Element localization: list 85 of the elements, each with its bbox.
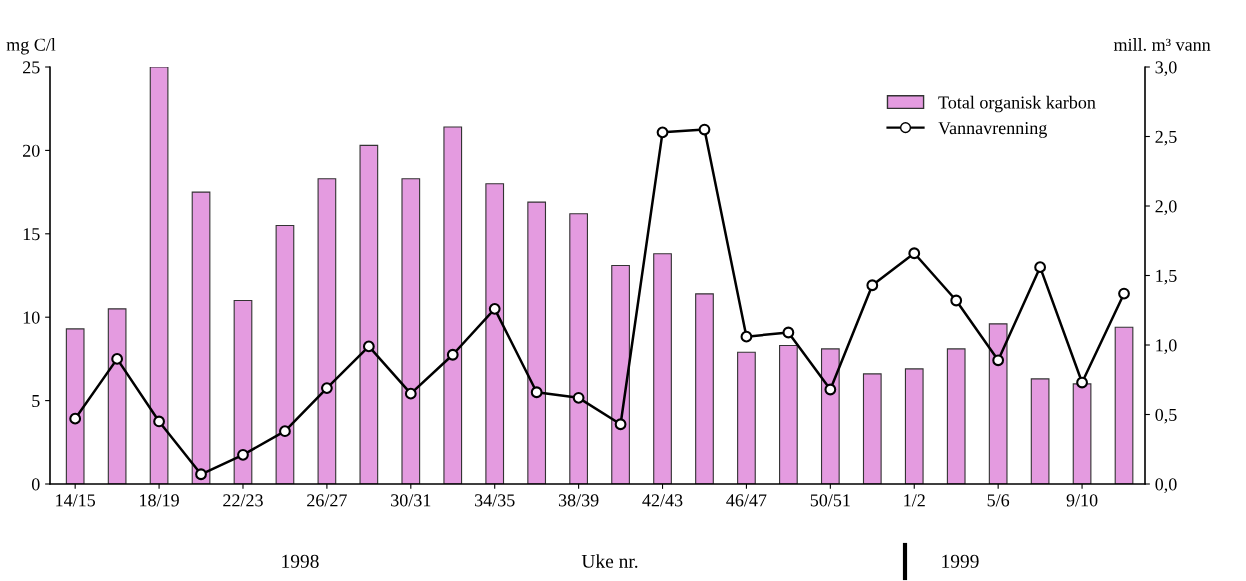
- y2-tick-label: 1,5: [1156, 269, 1177, 285]
- bar: [317, 178, 337, 484]
- y-tick-label: 15: [23, 228, 40, 241]
- text: 1999: [942, 554, 979, 568]
- point: [782, 326, 795, 339]
- y-tick-label: 20: [23, 144, 40, 157]
- bar: [1114, 326, 1134, 484]
- point: [69, 412, 82, 425]
- y-tick-label: 5: [32, 395, 40, 408]
- point: [1076, 376, 1088, 389]
- y2-tick-label: 3,0: [1155, 61, 1177, 77]
- bar: [1072, 383, 1092, 484]
- point: [111, 353, 124, 365]
- point: [992, 354, 1005, 367]
- x-tick-label: 14/15: [56, 494, 96, 507]
- bar: [904, 368, 924, 484]
- point: [824, 383, 837, 396]
- point: [950, 294, 963, 307]
- y2-tick-label: 1,0: [1156, 339, 1177, 355]
- y-axis-title: mg C/l: [6, 38, 56, 55]
- y2-axis-title: mill. m³ vann: [1113, 38, 1211, 51]
- bar: [233, 299, 253, 484]
- legend-label: Vannavrenning: [938, 122, 1047, 138]
- y2-tick-label: 0,5: [1155, 408, 1177, 424]
- y-tick-label: 10: [23, 311, 40, 324]
- bar: [443, 126, 463, 484]
- bar: [527, 201, 547, 484]
- bar: [275, 224, 295, 484]
- x-tick-label: 9/10: [1066, 494, 1098, 507]
- point: [446, 348, 459, 361]
- bar: [862, 373, 882, 484]
- bar: [191, 191, 211, 484]
- point: [572, 391, 585, 404]
- x-tick-label: 46/47: [726, 494, 767, 507]
- point: [279, 425, 291, 438]
- point: [908, 247, 921, 260]
- x-tick-label: 1/2: [904, 494, 925, 507]
- point: [404, 387, 417, 400]
- point: [866, 279, 879, 292]
- x-axis-title: Uke nr.: [581, 554, 638, 568]
- point: [1034, 261, 1047, 274]
- text: 1998: [282, 554, 319, 568]
- bar: [359, 144, 379, 484]
- bar: [653, 253, 672, 484]
- y2-tick-label: 0,0: [1155, 478, 1177, 494]
- x-tick-label: 38/39: [558, 494, 599, 507]
- x-tick-label: 42/43: [642, 494, 683, 507]
- bar: [65, 328, 85, 484]
- bar: [401, 178, 421, 484]
- bar: [988, 323, 1008, 484]
- x-tick-label: 50/51: [810, 494, 850, 507]
- bar: [820, 348, 840, 484]
- point: [1118, 287, 1130, 300]
- bar: [695, 293, 714, 484]
- point: [195, 468, 207, 481]
- bar: [1030, 378, 1050, 484]
- bar: [107, 308, 127, 484]
- bar: [737, 351, 756, 484]
- point: [656, 126, 669, 139]
- bar: [149, 67, 169, 484]
- x-tick-label: 26/27: [307, 494, 347, 507]
- bar: [611, 264, 630, 484]
- x-tick-label: 30/31: [391, 494, 431, 507]
- point: [321, 382, 333, 394]
- point: [237, 448, 249, 461]
- point: [740, 330, 753, 343]
- y-tick-label: 0: [31, 478, 40, 491]
- bar: [485, 183, 505, 484]
- x-tick-label: 18/19: [140, 494, 179, 507]
- y-tick-label: 25: [23, 61, 40, 74]
- x-tick-label: 22/23: [223, 494, 263, 507]
- legend-label: Total organisk karbon: [938, 95, 1096, 113]
- point: [530, 386, 543, 399]
- point: [488, 302, 501, 315]
- bar: [946, 348, 966, 484]
- bar: [779, 345, 798, 484]
- y2-tick-label: 2,0: [1155, 200, 1177, 216]
- x-tick-label: 34/35: [475, 494, 515, 507]
- x-tick-label: 5/6: [987, 494, 1010, 507]
- point: [614, 418, 627, 431]
- point: [698, 123, 711, 136]
- point: [362, 340, 375, 353]
- y2-tick-label: 2,5: [1155, 130, 1177, 146]
- point: [153, 415, 165, 428]
- bar: [569, 213, 588, 484]
